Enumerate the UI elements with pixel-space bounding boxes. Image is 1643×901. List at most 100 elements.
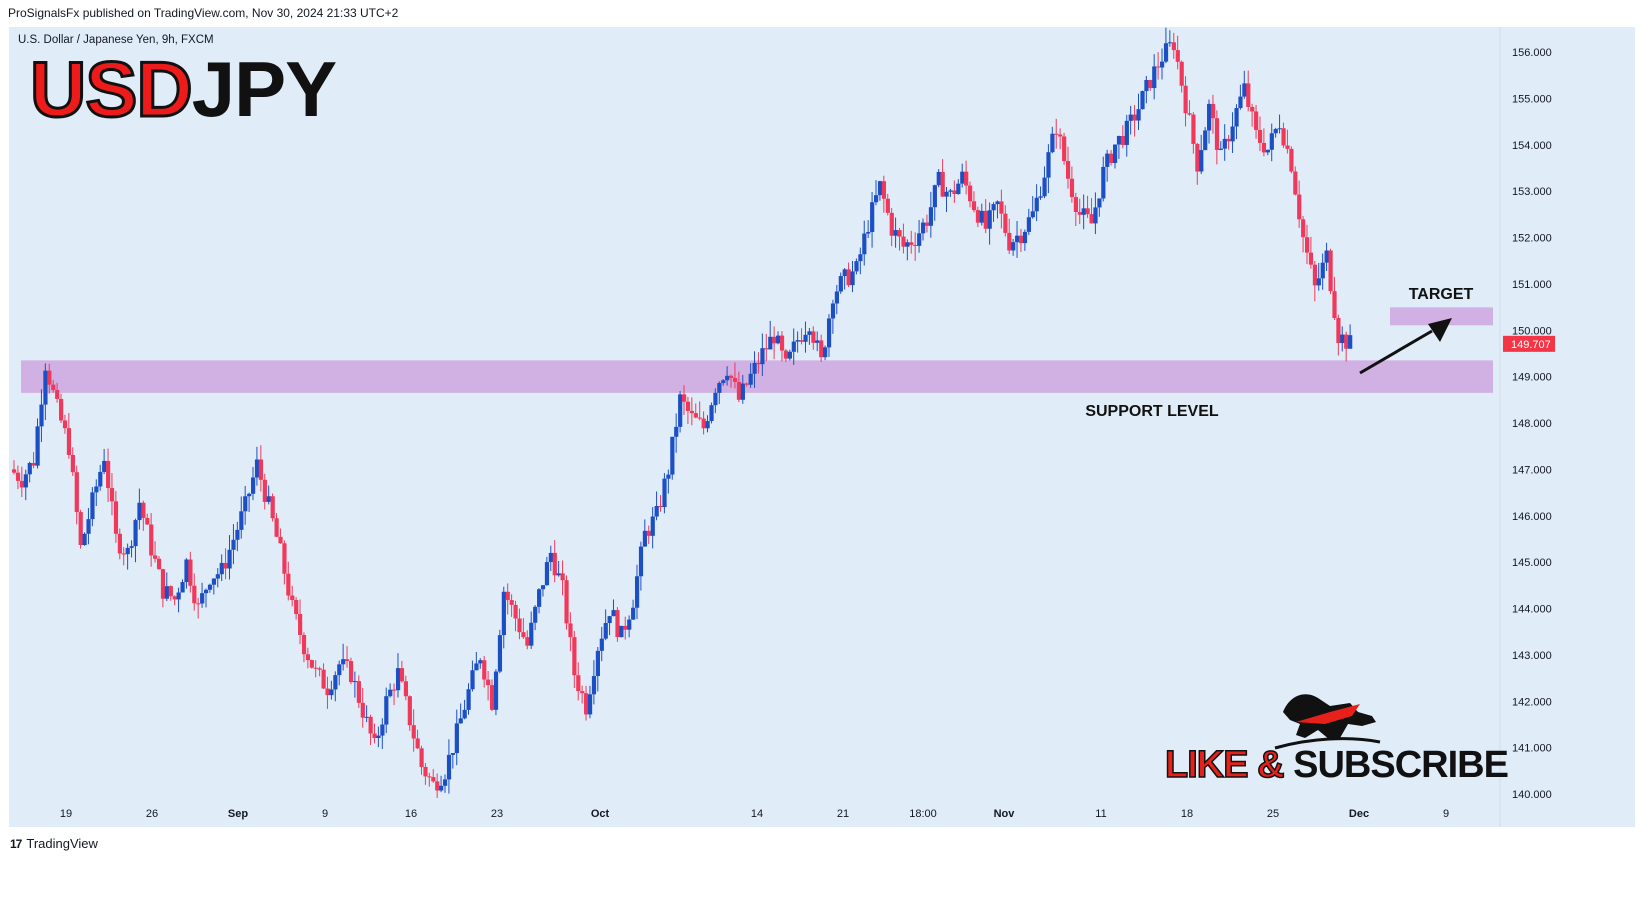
candle-body[interactable] <box>129 546 134 548</box>
candle-body[interactable] <box>607 616 612 624</box>
candle-body[interactable] <box>478 660 483 664</box>
candle-body[interactable] <box>987 210 992 229</box>
candle-body[interactable] <box>380 724 385 736</box>
candle-body[interactable] <box>1336 317 1341 344</box>
candle-body[interactable] <box>1156 66 1161 68</box>
candle-body[interactable] <box>251 477 256 494</box>
candle-body[interactable] <box>1218 148 1223 150</box>
candle-body[interactable] <box>1160 61 1165 68</box>
candle-body[interactable] <box>364 716 369 718</box>
candle-body[interactable] <box>1273 128 1278 134</box>
candle-body[interactable] <box>384 696 389 725</box>
candle-body[interactable] <box>1238 96 1243 109</box>
candle-body[interactable] <box>1085 208 1090 215</box>
candle-body[interactable] <box>1073 197 1079 212</box>
candle-body[interactable] <box>975 210 981 223</box>
candle-body[interactable] <box>1191 114 1196 144</box>
candle-body[interactable] <box>913 244 918 246</box>
candle-body[interactable] <box>192 585 197 604</box>
candle-body[interactable] <box>290 595 295 600</box>
candle-body[interactable] <box>619 625 624 638</box>
candle-body[interactable] <box>1140 91 1145 110</box>
candle-body[interactable] <box>482 660 487 680</box>
tradingview-footer[interactable]: 17 TradingView <box>10 836 98 851</box>
candle-body[interactable] <box>603 623 608 639</box>
candle-body[interactable] <box>156 558 162 570</box>
candle-body[interactable] <box>638 546 644 577</box>
candle-body[interactable] <box>31 462 36 466</box>
candle-body[interactable] <box>968 185 973 202</box>
candle-body[interactable] <box>1254 111 1259 130</box>
candle-body[interactable] <box>1207 103 1212 131</box>
candle-body[interactable] <box>533 606 538 623</box>
candle-body[interactable] <box>329 689 334 696</box>
candle-body[interactable] <box>1179 61 1184 86</box>
candle-body[interactable] <box>944 191 949 197</box>
candle-body[interactable] <box>403 681 409 697</box>
candle-body[interactable] <box>815 340 820 343</box>
candle-body[interactable] <box>705 421 710 429</box>
candle-body[interactable] <box>1324 250 1329 263</box>
candle-body[interactable] <box>1136 109 1141 121</box>
candle-body[interactable] <box>991 204 996 211</box>
candle-body[interactable] <box>1203 130 1208 151</box>
candle-body[interactable] <box>587 694 593 715</box>
candle-body[interactable] <box>1187 113 1192 115</box>
candle-body[interactable] <box>160 569 166 599</box>
candle-body[interactable] <box>442 779 448 786</box>
candle-body[interactable] <box>650 516 655 536</box>
candle-body[interactable] <box>1050 133 1055 153</box>
candle-body[interactable] <box>1281 128 1286 146</box>
candle-body[interactable] <box>270 496 275 519</box>
candle-body[interactable] <box>776 335 781 344</box>
like-subscribe-banner[interactable]: LIKE & SUBSCRIBE <box>1164 745 1509 785</box>
candle-body[interactable] <box>1320 262 1325 279</box>
candle-body[interactable] <box>595 650 601 677</box>
candle-body[interactable] <box>623 625 628 630</box>
candle-body[interactable] <box>1152 66 1157 89</box>
candle-body[interactable] <box>917 233 922 246</box>
candle-body[interactable] <box>893 230 898 236</box>
candle-body[interactable] <box>1124 120 1129 145</box>
candle-body[interactable] <box>1042 177 1047 197</box>
candle-body[interactable] <box>294 599 299 614</box>
candle-body[interactable] <box>90 492 95 520</box>
candle-body[interactable] <box>1109 153 1114 163</box>
candle-body[interactable] <box>47 370 52 385</box>
candle-body[interactable] <box>678 394 683 427</box>
candle-body[interactable] <box>411 725 416 739</box>
candle-body[interactable] <box>301 634 307 655</box>
candle-body[interactable] <box>701 418 706 429</box>
candle-body[interactable] <box>787 351 792 359</box>
candle-body[interactable] <box>1105 153 1110 167</box>
candle-body[interactable] <box>819 340 824 358</box>
candle-body[interactable] <box>1289 148 1294 172</box>
candle-body[interactable] <box>631 607 636 620</box>
candle-body[interactable] <box>768 336 773 350</box>
candle-body[interactable] <box>921 222 926 234</box>
candle-body[interactable] <box>1348 335 1353 349</box>
candle-body[interactable] <box>1344 334 1349 349</box>
candle-body[interactable] <box>153 555 158 559</box>
candle-body[interactable] <box>854 261 859 272</box>
candle-body[interactable] <box>591 676 597 695</box>
candle-body[interactable] <box>1062 136 1067 162</box>
candle-body[interactable] <box>873 195 879 203</box>
candle-body[interactable] <box>634 576 640 608</box>
candle-body[interactable] <box>736 381 742 400</box>
candle-body[interactable] <box>1065 161 1071 179</box>
candle-body[interactable] <box>321 669 326 689</box>
candle-body[interactable] <box>842 269 847 277</box>
candle-body[interactable] <box>1328 250 1333 292</box>
candle-body[interactable] <box>889 212 894 236</box>
candle-body[interactable] <box>231 539 236 550</box>
candle-body[interactable] <box>709 405 714 422</box>
candle-body[interactable] <box>662 478 667 508</box>
candle-body[interactable] <box>345 659 350 662</box>
candle-body[interactable] <box>1003 213 1008 233</box>
candle-body[interactable] <box>948 190 953 192</box>
candle-body[interactable] <box>1163 43 1169 62</box>
candle-body[interactable] <box>82 533 87 546</box>
candle-body[interactable] <box>932 185 937 208</box>
